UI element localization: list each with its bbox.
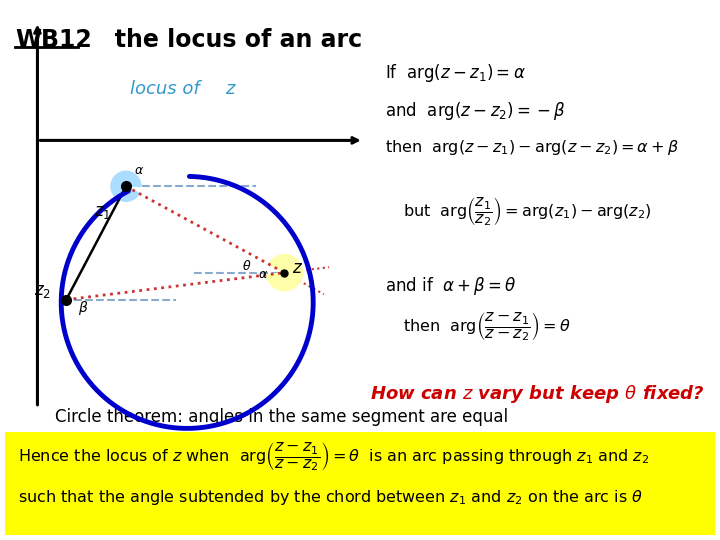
Text: $z_2$: $z_2$ bbox=[35, 283, 51, 300]
Text: $\theta$: $\theta$ bbox=[243, 259, 252, 273]
Text: If  $\arg(z-z_1)=\alpha$: If $\arg(z-z_1)=\alpha$ bbox=[385, 62, 526, 84]
Text: $z$: $z$ bbox=[292, 260, 303, 277]
Text: the locus of an arc: the locus of an arc bbox=[90, 28, 362, 52]
Text: and if  $\alpha+\beta=\theta$: and if $\alpha+\beta=\theta$ bbox=[385, 275, 517, 297]
Text: Hence the locus of $z$ when  $\arg\!\left(\dfrac{z-z_1}{z-z_2}\right)=\theta$  i: Hence the locus of $z$ when $\arg\!\left… bbox=[18, 440, 649, 473]
Text: $\beta$: $\beta$ bbox=[78, 299, 89, 316]
Text: WB12: WB12 bbox=[15, 28, 91, 52]
Text: and  $\arg(z-z_2)=-\beta$: and $\arg(z-z_2)=-\beta$ bbox=[385, 100, 566, 122]
Text: How can $z$ vary but keep $\theta$ fixed?: How can $z$ vary but keep $\theta$ fixed… bbox=[370, 383, 705, 405]
Text: then  $\arg(z-z_1)-\arg(z-z_2)=\alpha+\beta$: then $\arg(z-z_1)-\arg(z-z_2)=\alpha+\be… bbox=[385, 138, 679, 157]
Text: Circle theorem: angles in the same segment are equal: Circle theorem: angles in the same segme… bbox=[55, 408, 508, 426]
Text: then  $\arg\!\left(\dfrac{z-z_1}{z-z_2}\right)=\theta$: then $\arg\!\left(\dfrac{z-z_1}{z-z_2}\r… bbox=[403, 310, 571, 343]
Text: $z_1$: $z_1$ bbox=[94, 204, 111, 221]
Text: but  $\arg\!\left(\dfrac{z_1}{z_2}\right)=\arg(z_1)-\arg(z_2)$: but $\arg\!\left(\dfrac{z_1}{z_2}\right)… bbox=[403, 195, 652, 228]
Text: such that the angle subtended by the chord between $z_1$ and $z_2$ on the arc is: such that the angle subtended by the cho… bbox=[18, 488, 643, 507]
Wedge shape bbox=[266, 255, 302, 291]
Text: $\alpha$: $\alpha$ bbox=[258, 268, 269, 281]
Text: locus of: locus of bbox=[130, 80, 205, 98]
FancyBboxPatch shape bbox=[5, 432, 715, 535]
Text: $z$: $z$ bbox=[225, 80, 237, 98]
Text: $\alpha$: $\alpha$ bbox=[134, 164, 144, 177]
Wedge shape bbox=[111, 171, 141, 201]
